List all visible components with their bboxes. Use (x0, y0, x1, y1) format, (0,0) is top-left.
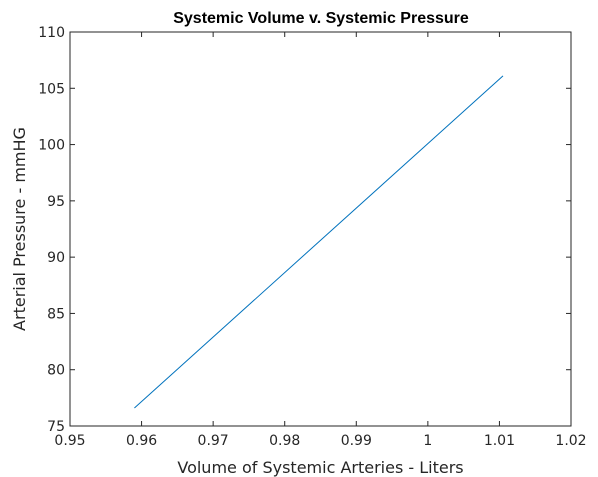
x-tick-label: 1.01 (484, 433, 515, 449)
x-axis-label: Volume of Systemic Arteries - Liters (177, 458, 463, 477)
y-tick-label: 90 (47, 250, 65, 266)
y-tick-label: 110 (38, 25, 65, 41)
y-tick-label: 95 (47, 194, 65, 210)
axis-ticks: 0.95 0.96 0.97 0.98 0.99 1 1.01 1.02 75 80 85 90 95 1… (38, 25, 586, 449)
chart-title: Systemic Volume v. Systemic Pressure (173, 10, 469, 27)
series-line-0 (134, 75, 504, 409)
x-tick-label: 0.95 (54, 433, 85, 449)
y-tick-label: 80 (47, 363, 65, 379)
plot-area (134, 75, 504, 409)
x-tick-label: 0.98 (269, 433, 300, 449)
x-tick-label: 1.02 (555, 433, 586, 449)
y-tick-label: 75 (47, 419, 65, 435)
axes-box (69, 31, 572, 427)
y-axis-label: Arterial Pressure - mmHG (10, 127, 29, 331)
x-tick-label: 0.96 (126, 433, 157, 449)
x-tick-label: 0.97 (198, 433, 229, 449)
y-tick-label: 100 (38, 138, 65, 154)
y-tick-label: 105 (38, 81, 65, 97)
y-tick-label: 85 (47, 306, 65, 322)
x-tick-label: 0.99 (341, 433, 372, 449)
x-tick-label: 1 (423, 433, 432, 449)
